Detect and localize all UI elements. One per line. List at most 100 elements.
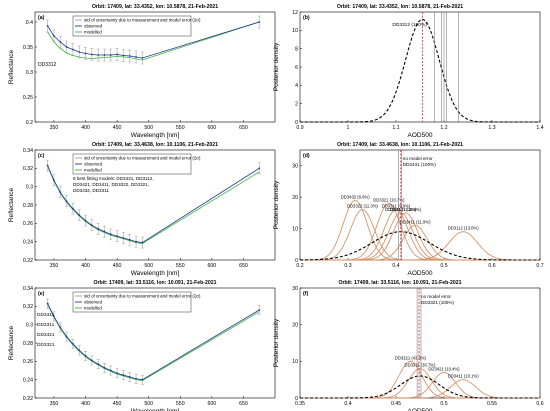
y-tick-label: 0.28 [23, 341, 33, 347]
observed-point [258, 167, 261, 170]
observed-point [53, 315, 55, 318]
observed-point [103, 230, 106, 233]
observed-point [116, 53, 119, 56]
observed-point [109, 54, 112, 56]
x-tick-label: 450 [113, 263, 122, 269]
model-posterior-curve [300, 368, 540, 399]
x-tick-label: 550 [176, 125, 185, 131]
model-list-annotation: DD3432, DD3311 [73, 188, 109, 193]
curve-label: DD3322 (11.3%) [347, 204, 378, 209]
curve-label: DD3112 (13.0%) [448, 226, 479, 231]
panel-label: (e) [38, 291, 45, 297]
model-posterior-curve [300, 203, 540, 261]
model-annotation: DD3312 (100%) [392, 22, 427, 28]
panel-c-title: Orbit: 17409, lat: 33.4638, lon: 10.1106… [92, 142, 218, 148]
x-tick-label: 0.5 [440, 401, 447, 407]
x-tick-label: 0.3 [344, 263, 351, 269]
observed-point [258, 21, 261, 23]
x-tick-label: 0.4 [344, 401, 351, 407]
x-tick-label: 450 [113, 125, 122, 131]
observed-point [59, 326, 62, 329]
observed-point [116, 372, 119, 375]
curve-label: DD3411 (10.1%) [448, 374, 479, 379]
x-axis-label: Wavelength [nm] [131, 408, 180, 411]
x-tick-label: 550 [176, 401, 185, 407]
legend-label: std of uncertainty due to measurement an… [84, 156, 201, 161]
curve-label: DD3321 (43.8%) [395, 355, 427, 360]
x-tick-label: 550 [176, 263, 185, 269]
x-tick-label: 400 [81, 263, 90, 269]
panel-label: (c) [38, 153, 45, 159]
y-tick-label: 0.26 [23, 221, 33, 227]
observed-point [90, 224, 93, 227]
observed-point [135, 240, 137, 243]
panel-e: Orbit: 17409, lat: 33.5116, lon: 10.091,… [8, 280, 276, 411]
observed-point [46, 164, 49, 167]
y-tick-label: 10 [292, 28, 298, 34]
y-tick-label: 0.26 [23, 359, 33, 365]
observed-point [128, 238, 131, 241]
observed-point [116, 235, 119, 238]
observed-point [122, 54, 125, 57]
observed-point [84, 219, 87, 222]
observed-point [128, 376, 131, 378]
x-tick-label: 0.45 [391, 401, 401, 407]
model-posterior-curve [300, 209, 540, 261]
y-tick-label: 4 [295, 83, 298, 89]
observed-point [71, 343, 74, 345]
observed-point [65, 200, 68, 203]
legend-label: observed [84, 300, 103, 305]
panel-e-title: Orbit: 17409, lat: 33.5116, lon: 10.091,… [93, 280, 216, 286]
x-tick-label: 500 [144, 125, 153, 131]
y-tick-label: 0.2 [26, 120, 33, 126]
observed-point [258, 309, 261, 311]
model-annotation: DD3411 [37, 312, 55, 318]
modelled-line [47, 166, 260, 244]
legend-box [72, 15, 192, 37]
modelled-line [47, 304, 260, 381]
x-tick-label: 400 [81, 125, 90, 131]
observed-point [109, 233, 112, 236]
x-tick-label: 1.1 [392, 125, 399, 131]
y-axis-label: Posterior density [273, 180, 280, 229]
y-tick-label: 30 [292, 164, 298, 170]
observed-point [65, 335, 68, 338]
y-tick-label: 0.32 [23, 166, 33, 172]
observed-point [97, 54, 100, 56]
x-tick-label: 0.4 [392, 263, 399, 269]
y-tick-label: 10 [292, 226, 298, 232]
observed-point [135, 377, 137, 380]
x-tick-label: 1.2 [440, 125, 447, 131]
y-tick-label: 0.32 [23, 304, 33, 310]
legend-label: modelled [84, 306, 102, 311]
model-annotation: DD3421 [37, 332, 55, 338]
y-axis-label: Posterior density [273, 42, 280, 91]
observed-point [122, 237, 125, 239]
x-axis-label: AOD500 [408, 270, 433, 277]
panel-c: Orbit: 17409, lat: 33.4638, lon: 10.1106… [8, 142, 276, 277]
observed-point [78, 51, 81, 53]
x-tick-label: 0.2 [296, 263, 303, 269]
panel-label: (a) [38, 15, 45, 21]
y-tick-label: 0 [295, 258, 298, 264]
curve-label: DD3321 (10.7%) [373, 197, 405, 202]
observed-point [53, 179, 55, 182]
top-annotation: DD3321 (100%) [421, 300, 454, 305]
y-tick-label: 0 [295, 396, 298, 402]
observed-point [78, 349, 81, 352]
observed-point [97, 227, 100, 230]
panel-a-title: Orbit: 17409, lat: 33.4352, lon: 10.5878… [92, 4, 218, 10]
x-axis-label: AOD500 [408, 408, 433, 411]
y-tick-label: 2 [295, 101, 298, 107]
posterior-curve [300, 18, 540, 123]
y-axis-label: Reflectance [8, 325, 15, 360]
y-tick-label: 0.22 [23, 396, 33, 402]
top-annotation: no model error [421, 294, 451, 299]
x-tick-label: 500 [144, 401, 153, 407]
y-axis-label: Posterior density [273, 318, 280, 367]
observed-point [90, 359, 93, 362]
curve-label: DD3311 (35.7%) [405, 363, 436, 368]
y-tick-label: 20 [292, 322, 298, 328]
y-tick-label: 0.25 [23, 95, 33, 101]
